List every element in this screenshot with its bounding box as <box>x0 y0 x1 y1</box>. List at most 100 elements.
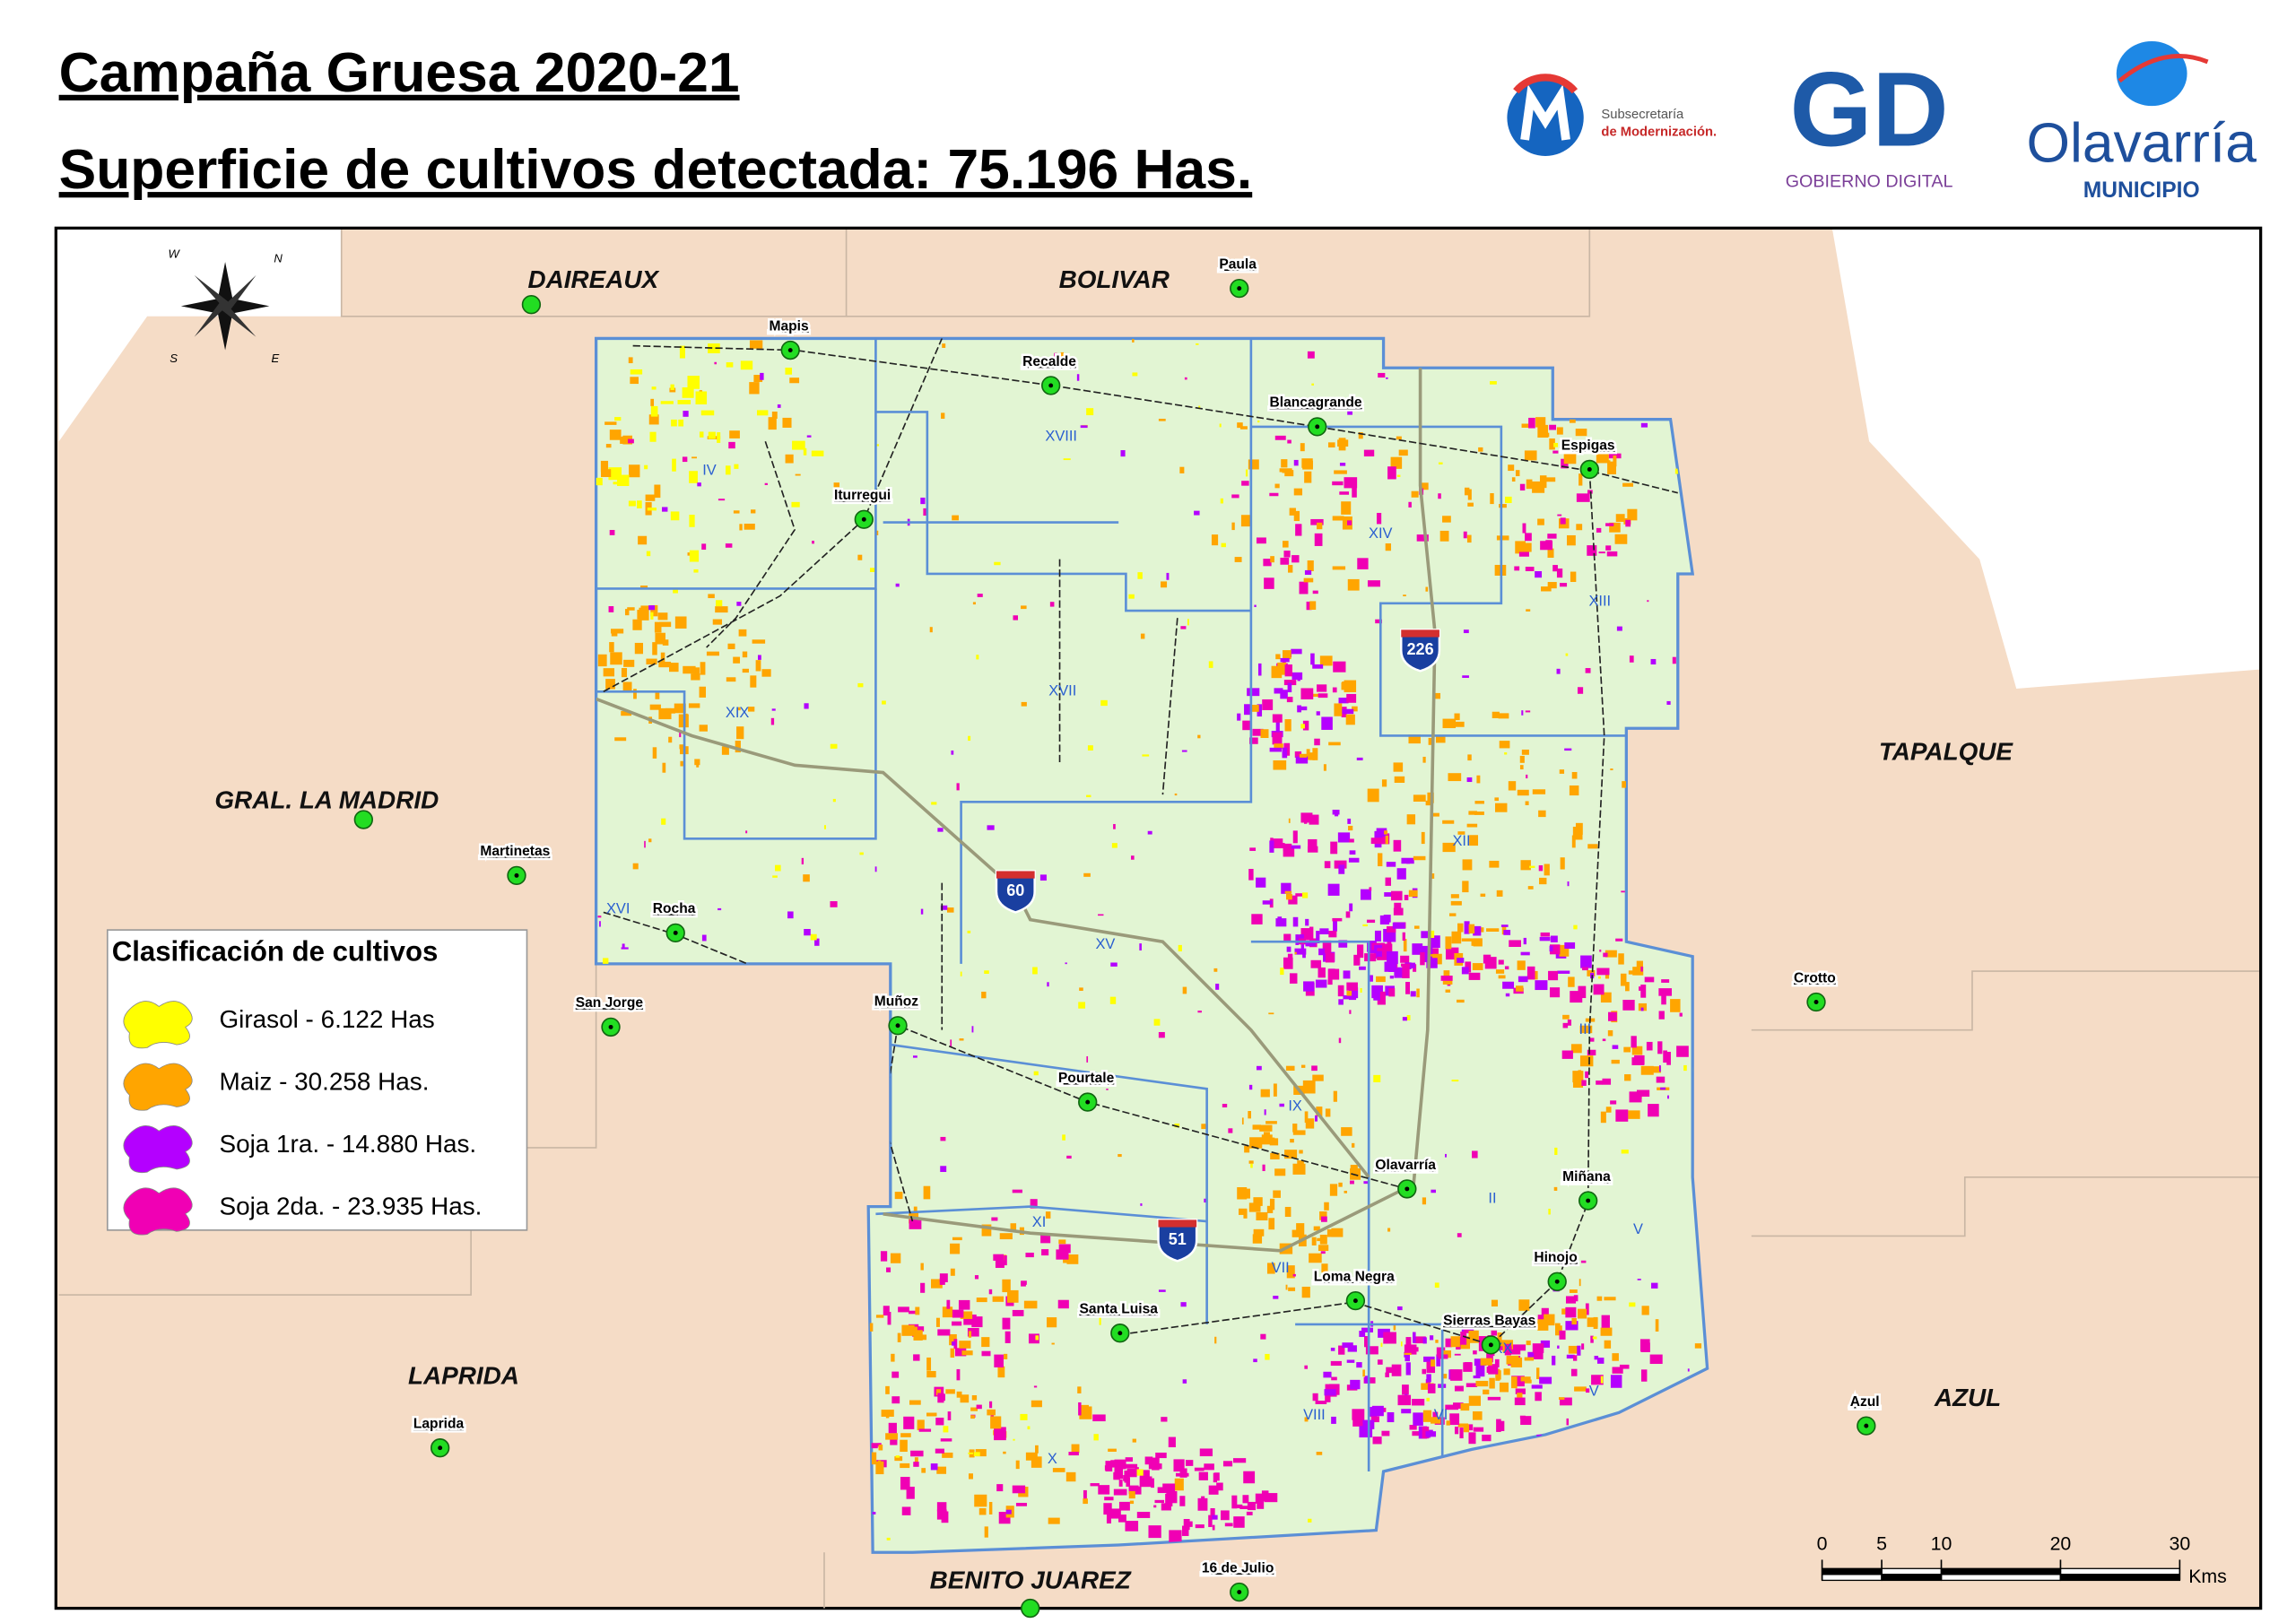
crop-patch <box>749 340 763 349</box>
crop-patch <box>941 1511 949 1523</box>
crop-patch <box>1454 1353 1461 1356</box>
logo-gd: GD <box>1789 50 1948 169</box>
crop-patch <box>830 743 838 749</box>
crop-patch <box>1221 542 1226 548</box>
crop-patch <box>1359 1331 1366 1337</box>
crop-patch <box>1317 1237 1327 1242</box>
crop-patch <box>1398 449 1408 456</box>
crop-patch <box>1436 1347 1446 1357</box>
crop-patch <box>1212 1524 1215 1531</box>
town-label: Rocha <box>653 901 696 916</box>
crop-patch <box>1369 975 1373 982</box>
crop-patch <box>1373 988 1380 1001</box>
neighbor-label: DAIREAUX <box>528 265 660 293</box>
crop-patch <box>1181 750 1187 752</box>
crop-patch <box>1377 948 1384 951</box>
crop-patch <box>1349 1010 1352 1014</box>
crop-patch <box>1241 481 1249 486</box>
crop-patch <box>1364 1335 1368 1348</box>
crop-patch <box>673 589 678 594</box>
crop-patch <box>1052 1468 1065 1472</box>
crop-patch <box>936 1502 947 1512</box>
crop-patch <box>1299 753 1308 758</box>
crop-patch <box>682 386 694 398</box>
crop-patch <box>1031 1456 1042 1468</box>
crop-patch <box>1491 1330 1498 1336</box>
crop-patch <box>1622 482 1634 487</box>
crop-patch <box>926 1412 937 1417</box>
crop-patch <box>712 619 723 625</box>
crop-patch <box>1569 419 1576 423</box>
crop-patch <box>1331 1228 1344 1237</box>
crop-patch <box>1636 960 1644 974</box>
crop-patch <box>900 1433 911 1437</box>
crop-patch <box>1007 1289 1019 1303</box>
crop-patch <box>1451 1080 1459 1082</box>
crop-patch <box>970 1407 978 1411</box>
crop-patch <box>1600 1111 1606 1124</box>
crop-patch <box>920 1263 924 1271</box>
crop-patch <box>1265 1121 1277 1124</box>
crop-patch <box>1265 1353 1270 1360</box>
crop-patch <box>1388 988 1396 997</box>
crop-patch <box>875 530 879 535</box>
crop-patch <box>823 825 826 829</box>
crop-patch <box>668 736 673 743</box>
crop-patch <box>1421 1383 1434 1390</box>
crop-patch <box>1259 1124 1273 1132</box>
crop-patch <box>1570 1368 1578 1376</box>
crop-patch <box>1262 900 1273 905</box>
crop-patch <box>1478 447 1483 452</box>
crop-patch <box>1601 1315 1610 1328</box>
map-frame <box>54 226 2263 1610</box>
crop-patch <box>973 1452 980 1456</box>
crop-patch <box>1315 1115 1318 1122</box>
crop-patch <box>923 508 926 516</box>
crop-patch <box>1445 1404 1459 1410</box>
crop-patch <box>1405 1337 1412 1348</box>
crop-patch <box>952 515 959 521</box>
crop-patch <box>1246 1188 1250 1199</box>
crop-patch <box>1285 1065 1295 1072</box>
crop-patch <box>1457 831 1465 835</box>
crop-patch <box>1025 1253 1034 1258</box>
route-shield-top <box>1158 1219 1197 1228</box>
crop-patch <box>1386 862 1396 867</box>
crop-patch <box>1281 882 1292 894</box>
town-label: Blancagrande <box>1270 395 1362 411</box>
crop-patch <box>1604 1340 1612 1349</box>
crop-patch <box>891 1371 900 1378</box>
crop-patch <box>1586 1388 1590 1393</box>
crop-patch <box>1345 714 1355 725</box>
crop-patch <box>1495 803 1508 812</box>
crop-patch <box>1208 1485 1219 1495</box>
crop-patch <box>1233 1516 1245 1528</box>
crop-patch <box>1015 1503 1027 1506</box>
crop-patch <box>1596 1081 1603 1085</box>
crop-patch <box>974 1494 987 1507</box>
crop-patch <box>1306 601 1312 611</box>
crop-patch <box>657 612 668 621</box>
crop-patch <box>1628 1110 1640 1119</box>
crop-patch <box>875 1315 884 1318</box>
crop-patch <box>1540 1340 1551 1348</box>
crop-patch <box>1301 458 1313 468</box>
crop-patch <box>614 737 627 742</box>
crop-patch <box>1274 688 1283 694</box>
crop-patch <box>1125 1457 1134 1462</box>
crop-patch <box>1214 1472 1220 1481</box>
crop-patch <box>1321 1263 1328 1273</box>
crop-patch <box>708 343 720 354</box>
crop-patch <box>1600 1376 1604 1384</box>
crop-patch <box>1318 948 1326 956</box>
crop-patch <box>814 938 820 946</box>
crop-patch <box>1426 1397 1430 1402</box>
crop-patch <box>751 509 756 514</box>
crop-patch <box>937 828 944 832</box>
town-label: Loma Negra <box>1314 1269 1395 1284</box>
crop-patch <box>1650 658 1657 665</box>
crop-patch <box>1327 442 1335 448</box>
crop-patch <box>1025 1452 1038 1461</box>
crop-patch <box>976 655 979 660</box>
